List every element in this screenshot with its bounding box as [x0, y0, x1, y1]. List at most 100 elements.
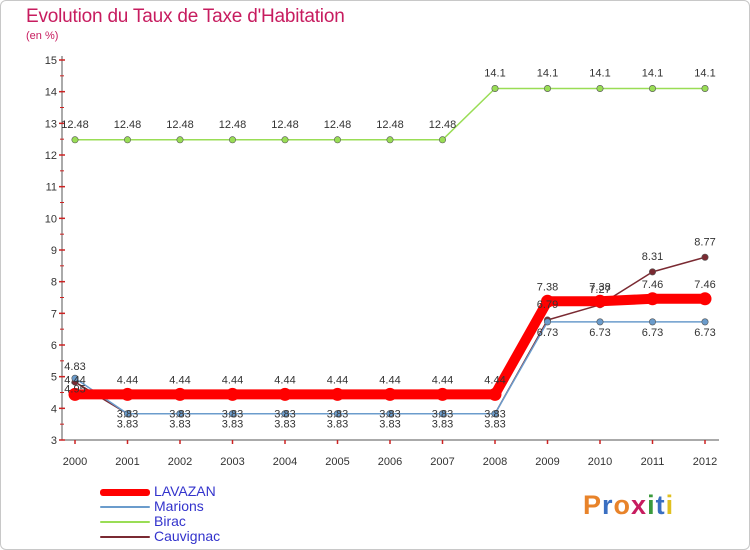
data-label-lavazan: 4.44 — [274, 374, 295, 386]
x-tick-label: 2003 — [220, 456, 244, 468]
data-label-lavazan: 4.44 — [64, 374, 85, 386]
data-point-birac — [124, 136, 132, 144]
data-point-marions — [648, 318, 656, 326]
y-tick-label: 10 — [45, 213, 57, 225]
chart-subtitle: (en %) — [26, 30, 59, 42]
x-tick-label: 2005 — [325, 456, 349, 468]
data-label-cauvignac: 3.83 — [379, 409, 400, 421]
legend-label-cauvignac: Cauvignac — [154, 528, 221, 544]
data-label-marions: 6.73 — [537, 327, 558, 339]
chart-title: Evolution du Taux de Taxe d'Habitation — [26, 6, 345, 27]
data-point-marions — [281, 410, 289, 418]
data-point-marions — [438, 410, 446, 418]
data-point-marions — [124, 410, 132, 418]
data-label-lavazan: 7.46 — [642, 279, 663, 291]
legend-item-birac: Birac — [100, 513, 320, 530]
x-tick-label: 2012 — [693, 456, 717, 468]
data-point-marions — [543, 318, 551, 326]
legend-item-lavazan: LAVAZAN — [100, 483, 320, 500]
data-label-lavazan: 4.44 — [379, 374, 400, 386]
data-label-marions: 3.83 — [432, 419, 453, 431]
data-point-birac — [491, 85, 499, 93]
y-tick-label: 5 — [51, 372, 57, 384]
data-label-cauvignac: 4.83 — [64, 361, 85, 373]
x-tick-label: 2009 — [535, 456, 559, 468]
data-label-cauvignac: 3.83 — [327, 409, 348, 421]
data-label-birac: 14.1 — [642, 68, 663, 80]
logo-letter: o — [613, 490, 632, 520]
x-tick-label: 2000 — [63, 456, 87, 468]
y-tick-label: 6 — [51, 340, 57, 352]
data-point-birac — [333, 136, 341, 144]
data-label-lavazan: 4.44 — [484, 374, 505, 386]
data-point-marions — [596, 318, 604, 326]
data-label-birac: 12.48 — [324, 119, 352, 131]
data-label-marions: 4.95 — [64, 383, 85, 395]
legend: LAVAZAN Marions Birac Cauvignac — [100, 483, 320, 545]
data-point-birac — [386, 136, 394, 144]
data-point-birac — [281, 136, 289, 144]
y-tick-label: 3 — [51, 435, 57, 447]
data-point-lavazan — [121, 387, 134, 401]
data-label-lavazan: 4.44 — [327, 374, 348, 386]
x-tick-label: 2004 — [273, 456, 297, 468]
legend-swatch-marions — [100, 506, 150, 508]
data-label-marions: 3.83 — [222, 419, 243, 431]
legend-item-cauvignac: Cauvignac — [100, 528, 320, 545]
data-point-marions — [333, 410, 341, 418]
data-label-marions: 3.83 — [379, 419, 400, 431]
y-tick-label: 13 — [45, 118, 57, 130]
data-label-birac: 12.48 — [429, 119, 457, 131]
data-point-lavazan — [68, 387, 82, 401]
data-point-birac — [176, 136, 184, 144]
y-tick-label: 8 — [51, 277, 57, 289]
data-label-lavazan: 4.44 — [222, 374, 243, 386]
data-label-lavazan: 4.44 — [169, 374, 190, 386]
data-point-marions — [701, 318, 709, 326]
data-point-lavazan — [698, 292, 712, 306]
data-label-cauvignac: 3.83 — [484, 409, 505, 421]
data-label-cauvignac: 3.83 — [432, 409, 453, 421]
series-points — [68, 85, 712, 418]
data-point-birac — [648, 85, 656, 93]
data-label-marions: 6.73 — [642, 327, 663, 339]
data-label-lavazan: 7.38 — [589, 281, 610, 293]
legend-swatch-birac — [100, 521, 150, 523]
data-point-lavazan — [383, 387, 397, 401]
x-tick-label: 2002 — [168, 456, 192, 468]
data-label-cauvignac: 6.79 — [537, 299, 558, 311]
data-point-birac — [596, 85, 604, 93]
data-label-cauvignac: 7.27 — [589, 284, 610, 296]
data-label-birac: 12.48 — [271, 119, 299, 131]
data-label-birac: 12.48 — [166, 119, 194, 131]
data-labels: 12.48 12.48 12.48 12.48 12.48 12.48 12.48 12.48… — [61, 68, 715, 431]
axes: 3 4 5 6 7 8 9 10 11 12 13 14 15 2000 2001 2002 2003 2004 2… — [45, 55, 719, 468]
data-point-cauvignac — [701, 253, 709, 261]
data-label-birac: 14.1 — [537, 68, 558, 80]
data-point-cauvignac — [648, 268, 656, 276]
data-label-birac: 14.1 — [694, 68, 715, 80]
data-label-cauvignac: 3.83 — [117, 409, 138, 421]
logo-letter: r — [602, 490, 614, 520]
x-tick-label: 2006 — [378, 456, 402, 468]
logo-letter: t — [655, 490, 666, 520]
data-label-cauvignac: 8.77 — [694, 236, 715, 248]
data-label-lavazan: 4.44 — [432, 374, 453, 386]
y-tick-label: 14 — [45, 87, 57, 99]
legend-item-marions: Marions — [100, 498, 320, 515]
data-label-marions: 6.73 — [694, 327, 715, 339]
data-point-lavazan — [646, 292, 659, 306]
data-label-birac: 12.48 — [114, 119, 142, 131]
data-label-birac: 12.48 — [61, 119, 89, 131]
data-label-marions: 6.73 — [589, 327, 610, 339]
y-tick-label: 15 — [45, 55, 57, 67]
x-tick-label: 2010 — [588, 456, 612, 468]
data-point-lavazan — [278, 387, 292, 401]
data-point-marions — [176, 410, 184, 418]
proxiti-logo: Proxiti — [583, 490, 674, 521]
data-label-birac: 12.48 — [376, 119, 404, 131]
data-label-birac: 14.1 — [484, 68, 505, 80]
data-point-birac — [229, 136, 237, 144]
